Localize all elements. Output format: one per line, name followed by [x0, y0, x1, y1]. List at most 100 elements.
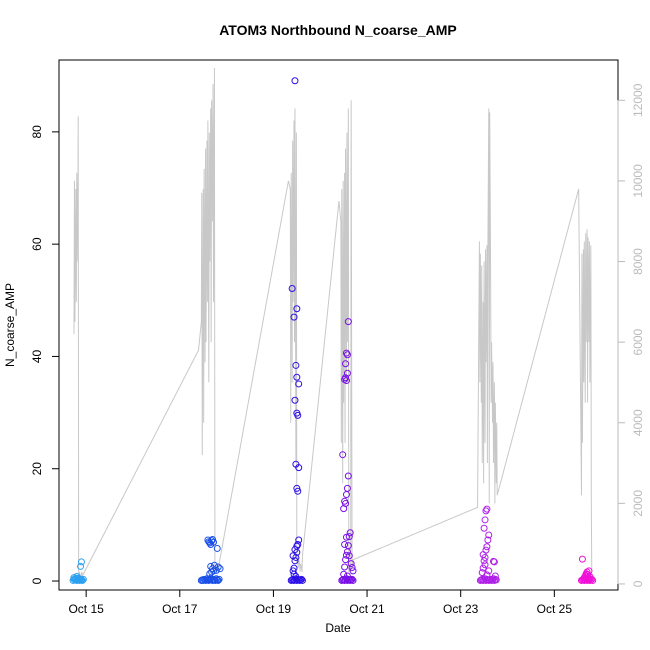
data-point — [342, 556, 350, 564]
data-point — [341, 563, 349, 571]
data-point — [293, 542, 301, 550]
y-tick-label: 60 — [30, 237, 44, 251]
right-y-axis: 0 2000 4000 6000 8000 10000 12000 — [617, 83, 645, 587]
data-point — [342, 500, 350, 508]
data-point — [291, 396, 299, 404]
data-point — [348, 564, 356, 572]
y-tick-label: 0 — [30, 577, 44, 584]
data-point — [213, 544, 221, 552]
data-point — [485, 567, 493, 575]
x-tick-label: Oct 17 — [162, 602, 198, 616]
x-tick-label: Oct 15 — [68, 602, 104, 616]
right-y-tick-label: 10000 — [631, 164, 645, 198]
right-y-tick-label: 4000 — [631, 409, 645, 436]
data-point — [215, 575, 223, 583]
data-point — [345, 533, 353, 541]
data-point — [216, 565, 224, 573]
data-point — [340, 570, 348, 578]
data-point — [348, 575, 356, 583]
data-point — [581, 574, 589, 582]
right-y-tick-label: 12000 — [631, 83, 645, 117]
data-point — [349, 567, 357, 575]
data-point — [343, 572, 351, 580]
x-tick-label: Oct 25 — [537, 602, 573, 616]
data-point — [344, 542, 352, 550]
data-point — [343, 369, 351, 377]
x-axis-label: Date — [325, 621, 351, 635]
data-point — [344, 318, 352, 326]
data-point — [72, 575, 80, 583]
data-point — [212, 566, 220, 574]
y-axis-label: N_coarse_AMP — [3, 283, 17, 367]
data-point — [214, 563, 222, 571]
y-axis: 0 20 40 60 80 — [30, 125, 60, 584]
data-point — [290, 313, 298, 321]
data-point — [490, 558, 498, 566]
data-point — [491, 572, 499, 580]
data-point — [214, 576, 222, 584]
data-point — [212, 575, 220, 583]
data-point — [288, 285, 296, 293]
data-point — [341, 541, 349, 549]
data-point — [342, 377, 350, 385]
right-y-tick-label: 6000 — [631, 328, 645, 355]
data-point — [290, 570, 298, 578]
data-point — [295, 536, 303, 544]
x-tick-label: Oct 19 — [256, 602, 292, 616]
data-point — [481, 516, 489, 524]
right-y-tick-label: 0 — [631, 580, 645, 587]
data-point — [343, 484, 351, 492]
x-tick-label: Oct 23 — [443, 602, 479, 616]
data-point — [342, 360, 350, 368]
data-point — [294, 487, 302, 495]
data-point — [485, 531, 493, 539]
data-point — [294, 411, 302, 419]
data-point — [291, 546, 299, 554]
data-point — [480, 524, 488, 532]
data-point — [292, 573, 300, 581]
data-point — [295, 464, 303, 472]
data-point — [344, 472, 352, 480]
right-y-tick-label: 2000 — [631, 490, 645, 517]
data-point — [210, 567, 217, 575]
data-point — [492, 576, 500, 584]
data-point — [347, 560, 355, 568]
data-point — [346, 529, 354, 537]
data-point — [483, 505, 491, 513]
data-point — [483, 543, 491, 551]
secondary-series-line — [73, 68, 593, 579]
points-layer — [69, 77, 597, 584]
data-point — [77, 558, 85, 566]
data-point — [349, 576, 357, 584]
y-tick-label: 80 — [30, 125, 44, 139]
data-point — [289, 552, 297, 560]
data-point — [483, 571, 491, 579]
data-point — [298, 575, 306, 583]
data-point — [343, 351, 351, 359]
data-point — [479, 551, 487, 559]
y-tick-label: 40 — [30, 349, 44, 363]
data-point — [342, 551, 350, 559]
data-point — [578, 555, 586, 563]
chart-title: ATOM3 Northbound N_coarse_AMP — [219, 22, 457, 38]
data-point — [208, 537, 216, 545]
data-point — [339, 451, 347, 459]
data-point — [484, 536, 492, 544]
data-point — [77, 562, 85, 570]
data-point — [481, 561, 489, 569]
data-point — [291, 77, 299, 85]
plot-frame — [58, 59, 619, 591]
data-point — [342, 533, 350, 541]
y-tick-label: 20 — [30, 462, 44, 476]
data-point — [583, 570, 591, 578]
data-point — [293, 305, 301, 313]
data-point — [293, 373, 301, 381]
x-tick-label: Oct 21 — [349, 602, 385, 616]
right-y-tick-label: 8000 — [631, 248, 645, 275]
data-point — [210, 538, 217, 546]
data-point — [295, 380, 303, 388]
data-point — [585, 575, 593, 583]
data-point — [345, 552, 353, 560]
x-axis: Oct 15 Oct 17 Oct 19 Oct 21 Oct 23 Oct 25 — [68, 589, 573, 616]
